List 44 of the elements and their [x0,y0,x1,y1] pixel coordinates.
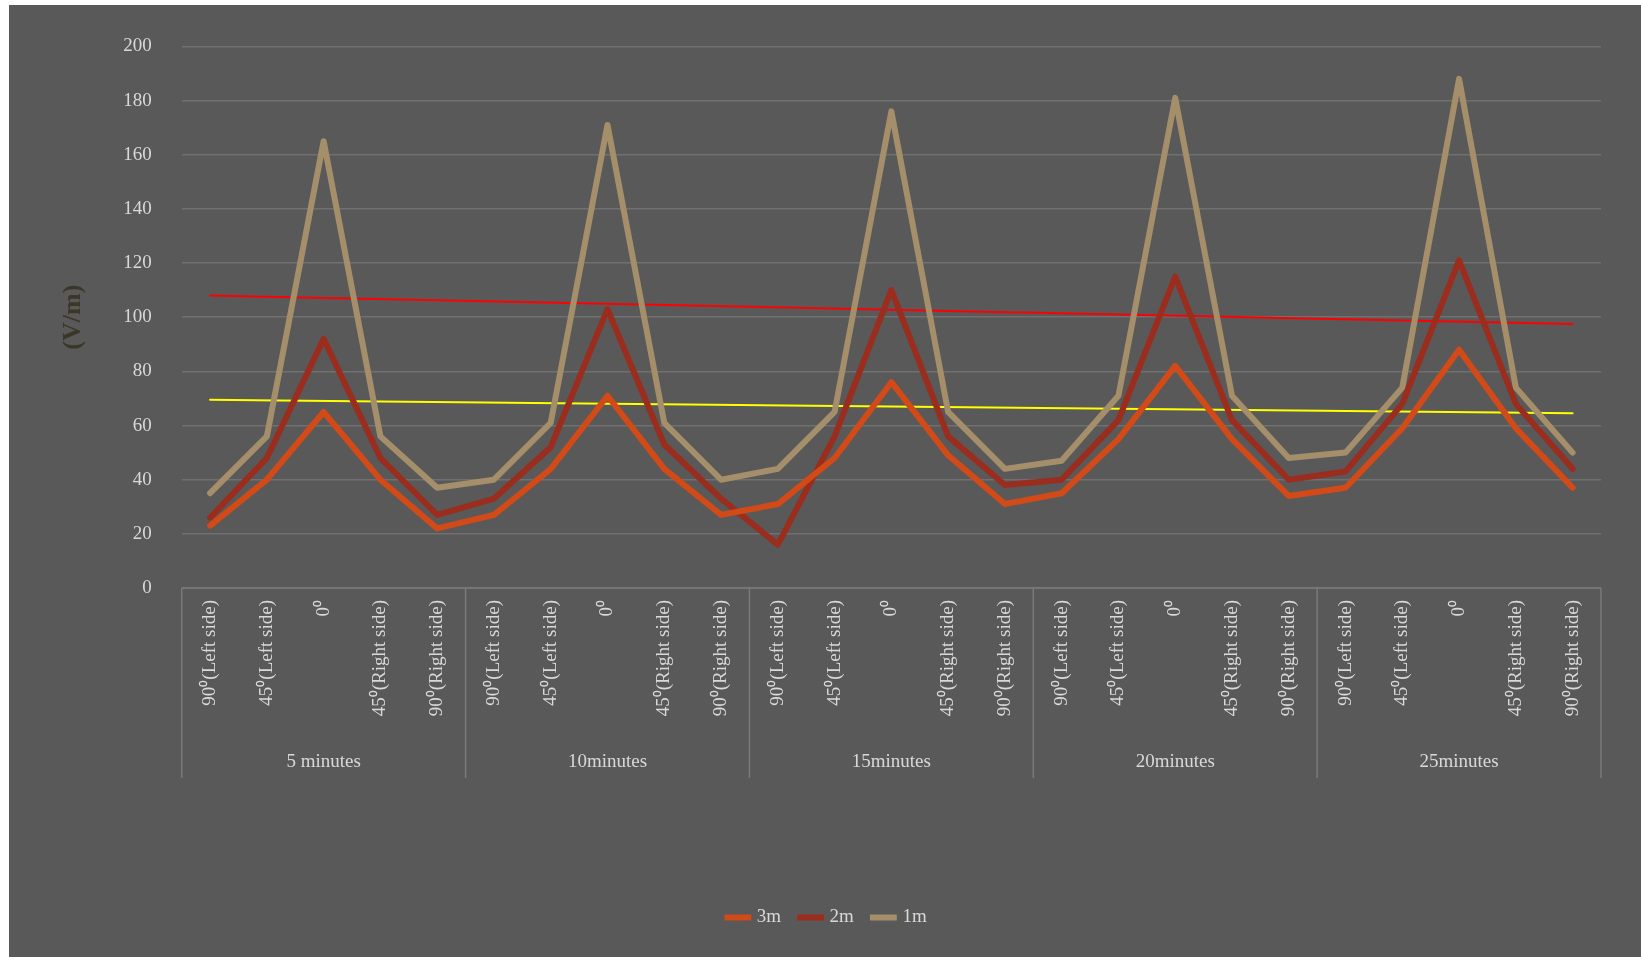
x-tick-label: 45⁰(Right side) [1219,600,1242,717]
x-tick-label: 45⁰(Right side) [936,600,959,717]
x-tick-label: 90⁰(Left side) [1049,600,1072,706]
x-tick-label: 90⁰(Left side) [765,600,788,706]
x-tick-label: 90⁰(Right side) [709,600,732,717]
x-tick-label: 45⁰(Left side) [1390,600,1413,706]
x-tick-label: 45⁰(Left side) [1106,600,1129,706]
text: 10minutes [567,749,648,771]
x-tick-label: 90⁰(Left side) [198,600,221,706]
x-tick-label: 45⁰(Right side) [1503,600,1526,717]
x-tick-label: 90⁰(Right side) [992,600,1015,717]
legend-label: 1m [902,905,927,927]
text: 5 minutes [286,749,361,771]
x-tick-label: 45⁰(Right side) [368,600,391,717]
y-tick-label: 200 [123,34,152,56]
x-tick-label: 45⁰(Right side) [652,600,675,717]
x-tick-label: 90⁰(Right side) [1560,600,1583,717]
y-tick-label: 40 [132,467,152,489]
x-tick-label: 0⁰ [1163,600,1185,617]
text: 25minutes [1419,749,1499,771]
x-tick-label: 45⁰(Left side) [538,600,561,706]
x-tick-label: 45⁰(Left side) [254,600,277,706]
x-tick-label: 90⁰(Right side) [425,600,448,717]
y-tick-label: 60 [132,413,152,435]
legend-label: 3m [756,905,782,927]
y-tick-label: 160 [123,142,152,164]
y-tick-label: 100 [123,305,152,327]
x-tick-label: 0⁰ [879,600,901,617]
x-tick-label: 0⁰ [311,600,333,617]
text: 20minutes [1135,749,1215,771]
y-tick-label: 0 [142,575,152,597]
text: 15minutes [851,749,931,771]
y-tick-label: 180 [123,88,152,110]
y-tick-label: 120 [123,251,152,273]
y-tick-label: 140 [123,196,152,218]
x-tick-label: 90⁰(Left side) [481,600,504,706]
x-tick-label: 45⁰(Left side) [822,600,845,706]
x-tick-label: 0⁰ [1447,600,1469,617]
x-tick-label: 0⁰ [595,600,617,617]
y-tick-label: 20 [132,521,152,543]
x-tick-label: 90⁰(Right side) [1276,600,1299,717]
x-tick-label: 90⁰(Left side) [1333,600,1356,706]
legend-label: 2m [829,905,855,927]
y-tick-label: 80 [132,359,152,381]
